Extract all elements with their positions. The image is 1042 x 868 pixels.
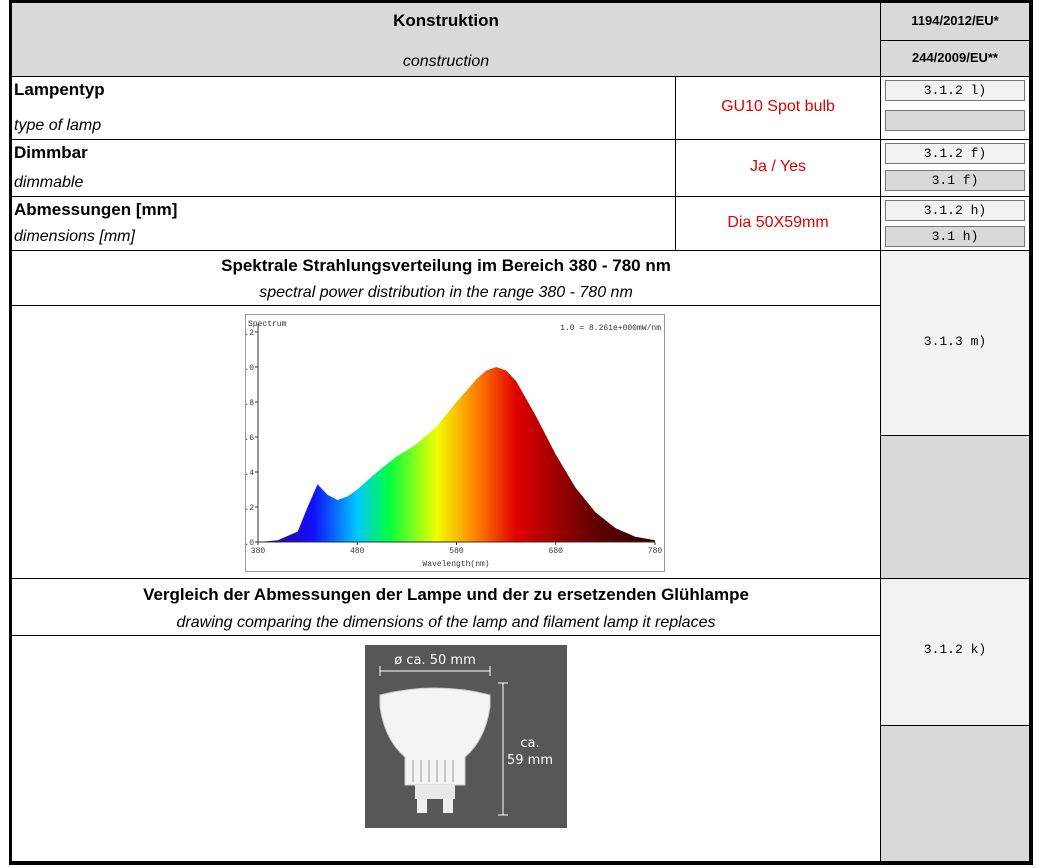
datasheet: Konstruktion construction 1194/2012/EU* … — [0, 0, 1042, 868]
outer-border — [9, 0, 1033, 865]
